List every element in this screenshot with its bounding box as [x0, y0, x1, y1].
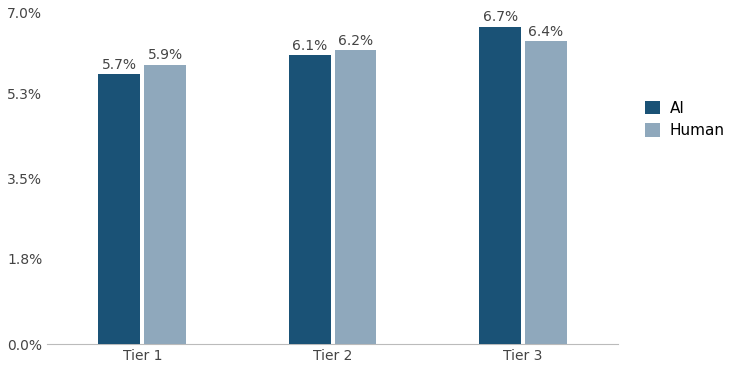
Text: 6.2%: 6.2%: [338, 34, 373, 48]
Bar: [99, 74, 140, 344]
Bar: [480, 27, 521, 344]
Text: 6.1%: 6.1%: [293, 39, 327, 53]
Legend: AI, Human: AI, Human: [637, 93, 732, 146]
Text: 5.7%: 5.7%: [102, 58, 137, 72]
Bar: [525, 41, 567, 344]
Bar: [289, 55, 331, 344]
Text: 6.7%: 6.7%: [483, 10, 518, 24]
Text: 5.9%: 5.9%: [148, 48, 182, 62]
Text: 6.4%: 6.4%: [529, 24, 563, 38]
Bar: [144, 65, 186, 344]
Bar: [335, 50, 376, 344]
